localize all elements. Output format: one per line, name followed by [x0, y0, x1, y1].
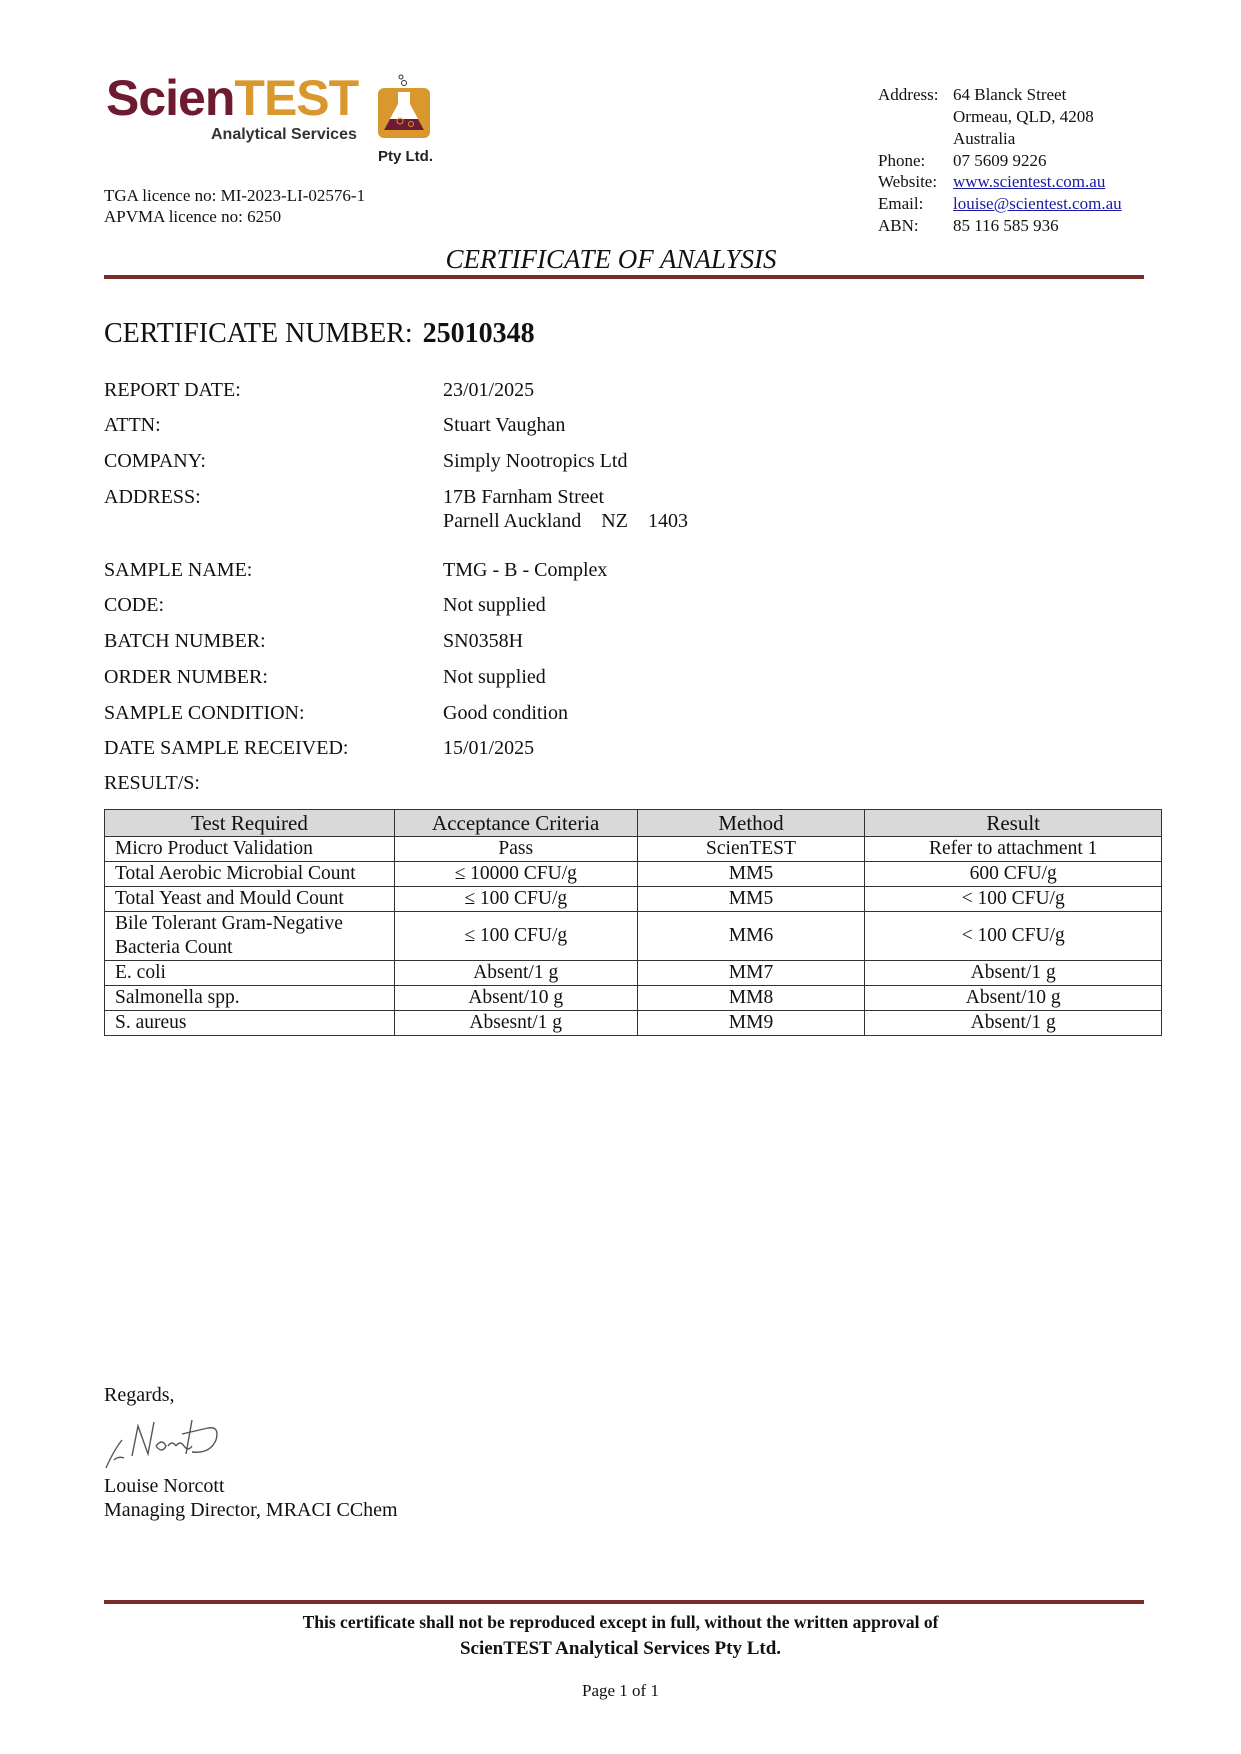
email-label: Email:: [878, 194, 924, 213]
table-cell: 600 CFU/g: [864, 861, 1162, 887]
table-cell: Total Yeast and Mould Count: [104, 886, 395, 912]
certificate-number-value: 25010348: [422, 318, 535, 349]
signature-image: [105, 1419, 218, 1469]
table-cell: Absent/10 g: [864, 985, 1162, 1011]
table-cell: MM6: [636, 911, 866, 961]
apvma-licence: APVMA licence no: 6250: [104, 207, 282, 226]
field-value: 15/01/2025: [443, 737, 535, 759]
signatory-name: Louise Norcott: [104, 1475, 225, 1497]
signatory-title: Managing Director, MRACI CChem: [104, 1499, 398, 1521]
results-table: Test Required Acceptance Criteria Method Re…: [104, 809, 1162, 1036]
field-value: 17B Farnham Street: [443, 486, 605, 508]
logo-part1: Scien: [106, 70, 235, 126]
table-cell: E. coli: [104, 960, 395, 986]
table-cell: Absent/1 g: [864, 1010, 1162, 1036]
field-label: SAMPLE NAME:: [104, 559, 253, 581]
table-row: Total Aerobic Microbial Count ≤ 10000 CFU…: [104, 861, 1162, 887]
website-label: Website:: [878, 172, 938, 191]
table-cell: ≤ 100 CFU/g: [393, 886, 638, 912]
table-cell: Pass: [393, 836, 638, 862]
table-cell: < 100 CFU/g: [864, 886, 1162, 912]
field-value: 23/01/2025: [443, 379, 535, 401]
address-line: Ormeau, QLD, 4208: [953, 107, 1094, 126]
tga-licence: TGA licence no: MI-2023-LI-02576-1: [104, 186, 366, 205]
field-label: RESULT/S:: [104, 772, 200, 794]
logo-wordmark: ScienTEST: [106, 73, 359, 123]
field-label: DATE SAMPLE RECEIVED:: [104, 737, 349, 759]
table-cell: < 100 CFU/g: [864, 911, 1162, 961]
table-cell: ≤ 10000 CFU/g: [393, 861, 638, 887]
field-label: SAMPLE CONDITION:: [104, 702, 305, 724]
field-label: ATTN:: [104, 414, 161, 436]
certificate-number-label: CERTIFICATE NUMBER:: [104, 318, 413, 349]
table-row: Salmonella spp. Absent/10 g MM8 Absent/10 g: [104, 985, 1162, 1011]
abn-label: ABN:: [878, 216, 919, 235]
column-header: Method: [636, 809, 866, 837]
table-cell: Total Aerobic Microbial Count: [104, 861, 395, 887]
field-value: Simply Nootropics Ltd: [443, 450, 628, 472]
column-header: Acceptance Criteria: [393, 809, 638, 837]
header-divider: [104, 275, 1144, 279]
field-value: SN0358H: [443, 630, 524, 652]
table-row: Bile Tolerant Gram-Negative Bacteria Cou…: [104, 911, 1162, 961]
flask-icon: [378, 74, 430, 138]
phone-label: Phone:: [878, 151, 926, 170]
field-label: COMPANY:: [104, 450, 206, 472]
field-value: Parnell Auckland NZ 1403: [443, 510, 688, 532]
abn-value: 85 116 585 936: [953, 216, 1059, 235]
regards-text: Regards,: [104, 1384, 175, 1406]
certificate-number: CERTIFICATE NUMBER: 25010348: [104, 318, 535, 350]
email-link[interactable]: louise@scientest.com.au: [953, 194, 1122, 213]
field-label: REPORT DATE:: [104, 379, 241, 401]
field-value: Good condition: [443, 702, 568, 724]
field-label: CODE:: [104, 594, 164, 616]
table-cell: Micro Product Validation: [104, 836, 395, 862]
table-row: S. aureus Absesnt/1 g MM9 Absent/1 g: [104, 1010, 1162, 1036]
table-cell: MM5: [636, 861, 866, 887]
field-value: Stuart Vaughan: [443, 414, 566, 436]
table-cell: Absent/10 g: [393, 985, 638, 1011]
logo-pty: Pty Ltd.: [378, 148, 433, 165]
field-label: ORDER NUMBER:: [104, 666, 268, 688]
field-value: TMG - B - Complex: [443, 559, 608, 581]
table-row: Total Yeast and Mould Count ≤ 100 CFU/g MM…: [104, 886, 1162, 912]
table-cell: S. aureus: [104, 1010, 395, 1036]
logo-part2: TEST: [234, 70, 359, 126]
field-label: BATCH NUMBER:: [104, 630, 266, 652]
table-cell: Salmonella spp.: [104, 985, 395, 1011]
table-cell: MM7: [636, 960, 866, 986]
table-header-row: Test Required Acceptance Criteria Method Re…: [104, 809, 1162, 837]
address-line: 64 Blanck Street: [953, 85, 1067, 104]
table-cell: MM9: [636, 1010, 866, 1036]
logo-subtitle: Analytical Services: [211, 126, 357, 143]
table-row: Micro Product Validation Pass ScienTEST Ref…: [104, 836, 1162, 862]
field-label: ADDRESS:: [104, 486, 201, 508]
address-label: Address:: [878, 85, 939, 104]
table-cell: MM8: [636, 985, 866, 1011]
table-cell: Absent/1 g: [393, 960, 638, 986]
table-cell: Refer to attachment 1: [864, 836, 1162, 862]
phone-value: 07 5609 9226: [953, 151, 1047, 170]
field-value: Not supplied: [443, 666, 546, 688]
page-number: Page 1 of 1: [582, 1681, 659, 1700]
table-cell: Absesnt/1 g: [393, 1010, 638, 1036]
table-cell: ScienTEST: [636, 836, 866, 862]
table-cell: Absent/1 g: [864, 960, 1162, 986]
table-cell: Bile Tolerant Gram-Negative Bacteria Cou…: [104, 911, 395, 961]
column-header: Test Required: [104, 809, 395, 837]
footer-divider: [104, 1600, 1144, 1604]
footer-company: ScienTEST Analytical Services Pty Ltd.: [459, 1638, 782, 1659]
field-value: Not supplied: [443, 594, 546, 616]
table-cell: MM5: [636, 886, 866, 912]
website-link[interactable]: www.scientest.com.au: [953, 172, 1106, 191]
table-row: E. coli Absent/1 g MM7 Absent/1 g: [104, 960, 1162, 986]
footer-disclaimer: This certificate shall not be reproduced…: [302, 1612, 939, 1632]
column-header: Result: [864, 809, 1162, 837]
address-line: Australia: [953, 129, 1016, 148]
table-cell: ≤ 100 CFU/g: [393, 911, 638, 961]
document-title: CERTIFICATE OF ANALYSIS: [445, 244, 777, 274]
